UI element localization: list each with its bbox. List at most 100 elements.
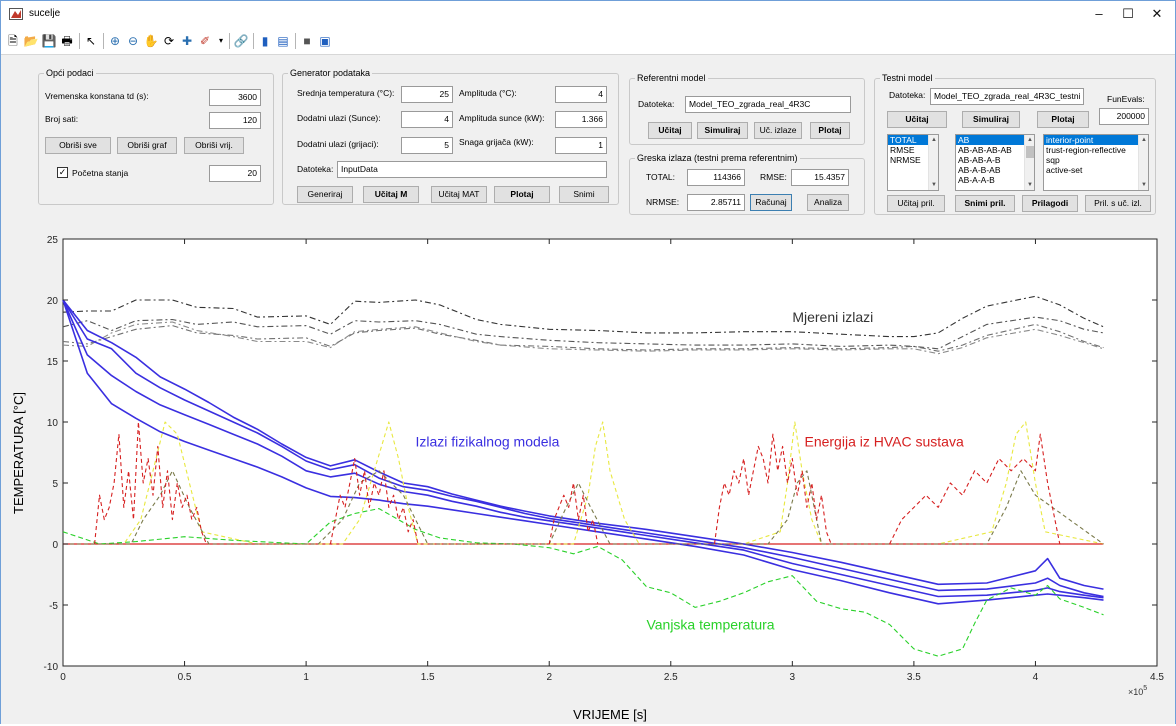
pointer-icon[interactable]: ↖ xyxy=(85,34,97,48)
scroll-up-icon[interactable]: ▲ xyxy=(1141,137,1147,143)
algorithm-listbox[interactable]: interior-point trust-region-reflective s… xyxy=(1043,134,1149,191)
referentni-plotaj-button[interactable]: Plotaj xyxy=(810,122,850,139)
brush-icon[interactable]: ✐ xyxy=(199,34,211,48)
metric-scrollbar[interactable]: ▲ ▼ xyxy=(928,135,938,190)
datoteka-field[interactable]: InputData xyxy=(337,161,607,178)
metric-option[interactable]: NRMSE xyxy=(890,155,921,165)
series-line-0[interactable] xyxy=(62,295,1104,338)
generator-podataka-title: Generator podataka xyxy=(288,67,373,79)
broj-sati-field[interactable]: 120 xyxy=(209,112,261,129)
srednja-temperatura-field[interactable]: 25 xyxy=(401,86,453,103)
close-button[interactable]: ✕ xyxy=(1151,6,1163,21)
plot-area: 0 0.5 1 1.5 2 2.5 3 3.5 4 4.5 -10 -5 0 5 10 15 20 25 Mjer… xyxy=(1,221,1175,724)
algorithm-option[interactable]: interior-point xyxy=(1044,135,1148,145)
legend-icon[interactable]: ▤ xyxy=(277,34,289,48)
structure-option[interactable]: AB-A-B-AB xyxy=(958,165,1001,175)
algorithm-scrollbar[interactable]: ▲ ▼ xyxy=(1138,135,1148,190)
open-folder-icon[interactable]: 📂 xyxy=(23,34,39,48)
series-line-2[interactable] xyxy=(62,323,1104,352)
pril-s-uc-izl-button[interactable]: Pril. s uč. izl. xyxy=(1085,195,1151,212)
referentni-simuliraj-button[interactable]: Simuliraj xyxy=(697,122,748,139)
obrisi-sve-button[interactable]: Obriši sve xyxy=(45,137,111,154)
amplituda-field[interactable]: 4 xyxy=(555,86,607,103)
prilagodi-button[interactable]: Prilagodi xyxy=(1022,195,1078,212)
analiza-button[interactable]: Analiza xyxy=(807,194,849,211)
save-icon[interactable]: 💾 xyxy=(41,34,57,48)
maximize-button[interactable]: ☐ xyxy=(1122,6,1134,21)
structure-option[interactable]: AB-AB-AB-AB xyxy=(958,145,1012,155)
series-line-14[interactable] xyxy=(713,433,832,545)
scroll-thumb[interactable] xyxy=(1026,146,1034,158)
algorithm-option[interactable]: sqp xyxy=(1046,155,1060,165)
series-line-9[interactable] xyxy=(63,421,1104,545)
scroll-up-icon[interactable]: ▲ xyxy=(1027,137,1033,143)
series-line-10[interactable] xyxy=(63,470,1104,545)
scroll-down-icon[interactable]: ▼ xyxy=(931,182,937,188)
series-line-6[interactable] xyxy=(62,299,1104,599)
data-cursor-icon[interactable]: ✚ xyxy=(181,34,193,48)
zoom-out-icon[interactable]: ⊖ xyxy=(127,34,139,48)
testni-simuliraj-button[interactable]: Simuliraj xyxy=(962,111,1020,128)
plotaj-button[interactable]: Plotaj xyxy=(494,186,550,203)
temperature-chart[interactable]: 0 0.5 1 1.5 2 2.5 3 3.5 4 4.5 -10 -5 0 5 10 15 20 25 Mjer… xyxy=(1,221,1175,724)
series-line-7[interactable] xyxy=(62,299,1104,605)
generiraj-button[interactable]: Generiraj xyxy=(297,186,353,203)
series-line-3[interactable] xyxy=(62,321,1104,355)
link-icon[interactable]: 🔗 xyxy=(233,34,249,48)
series-line-8[interactable] xyxy=(62,508,1104,657)
algorithm-option[interactable]: trust-region-reflective xyxy=(1046,145,1126,155)
series-line-1[interactable] xyxy=(62,316,1104,350)
colorbar-icon[interactable]: ▮ xyxy=(261,34,269,48)
pocetna-stanja-field[interactable]: 20 xyxy=(209,165,261,182)
series-line-5[interactable] xyxy=(62,299,1104,598)
ucitaj-m-button[interactable]: Učitaj M xyxy=(363,186,419,203)
rotate-icon[interactable]: ⟳ xyxy=(163,34,175,48)
metric-listbox[interactable]: TOTAL RMSE NRMSE ▲ ▼ xyxy=(887,134,939,191)
testni-ucitaj-button[interactable]: Učitaj xyxy=(887,111,947,128)
obrisi-vrijednosti-button[interactable]: Obriši vrij. xyxy=(184,137,244,154)
structure-option[interactable]: AB-A-A-B xyxy=(958,175,995,185)
series-line-11[interactable] xyxy=(94,421,207,545)
uc-izlaze-button[interactable]: Uč. izlaze xyxy=(754,122,802,139)
algorithm-option[interactable]: active-set xyxy=(1046,165,1083,175)
obrisi-graf-button[interactable]: Obriši graf xyxy=(117,137,177,154)
scroll-down-icon[interactable]: ▼ xyxy=(1027,182,1033,188)
snaga-grijaca-field[interactable]: 1 xyxy=(555,137,607,154)
figure-toolbar: 🗎 📂 💾 🖶 ↖ ⊕ ⊖ ✋ ⟳ ✚ ✐ ▾ 🔗 ▮ ▤ ■ ▣ xyxy=(1,28,1175,55)
metric-option[interactable]: RMSE xyxy=(890,145,915,155)
funevals-field[interactable]: 200000 xyxy=(1099,108,1149,125)
minimize-button[interactable]: – xyxy=(1095,6,1103,21)
dock-icon[interactable]: ▣ xyxy=(319,34,331,48)
print-icon[interactable]: 🖶 xyxy=(61,34,73,48)
new-file-icon[interactable]: 🗎 xyxy=(8,34,18,48)
dodatni-ulazi-sunce-field[interactable]: 4 xyxy=(401,111,453,128)
ucitaj-mat-button[interactable]: Učitaj MAT xyxy=(431,186,487,203)
snimi-button[interactable]: Snimi xyxy=(559,186,609,203)
series-line-4[interactable] xyxy=(62,299,1104,590)
referentni-ucitaj-button[interactable]: Učitaj xyxy=(648,122,692,139)
referentni-datoteka-field[interactable]: Model_TEO_zgrada_real_4R3C xyxy=(685,96,851,113)
structure-listbox[interactable]: AB AB-AB-AB-AB AB-AB-A-B AB-A-B-AB AB-A-… xyxy=(955,134,1035,191)
structure-option[interactable]: AB-AB-A-B xyxy=(958,155,1001,165)
racunaj-button[interactable]: Računaj xyxy=(750,194,792,211)
dodatni-ulazi-grijaci-field[interactable]: 5 xyxy=(401,137,453,154)
ucitaj-pril-button[interactable]: Učitaj pril. xyxy=(887,195,945,212)
scroll-up-icon[interactable]: ▲ xyxy=(931,137,937,143)
vremenska-konstanta-field[interactable]: 3600 xyxy=(209,89,261,106)
snimi-pril-button[interactable]: Snimi pril. xyxy=(955,195,1015,212)
scroll-down-icon[interactable]: ▼ xyxy=(1141,182,1147,188)
zoom-in-icon[interactable]: ⊕ xyxy=(109,34,121,48)
metric-option[interactable]: TOTAL xyxy=(888,135,938,145)
testni-plotaj-button[interactable]: Plotaj xyxy=(1037,111,1089,128)
axes-box[interactable] xyxy=(62,238,1158,667)
series-line-13[interactable] xyxy=(548,482,599,545)
brush-dropdown-icon[interactable]: ▾ xyxy=(218,36,223,45)
structure-scrollbar[interactable]: ▲ ▼ xyxy=(1024,135,1034,190)
testni-datoteka-field[interactable]: Model_TEO_zgrada_real_4R3C_testni xyxy=(930,88,1084,105)
pan-icon[interactable]: ✋ xyxy=(143,34,159,48)
amplituda-sunce-field[interactable]: 1.366 xyxy=(555,111,607,128)
pocetna-stanja-checkbox[interactable]: ✓ xyxy=(57,167,68,178)
series-annotation: Izlazi fizikalnog modela xyxy=(416,433,560,449)
hide-tools-icon[interactable]: ■ xyxy=(303,34,311,48)
structure-option[interactable]: AB xyxy=(956,135,1034,145)
